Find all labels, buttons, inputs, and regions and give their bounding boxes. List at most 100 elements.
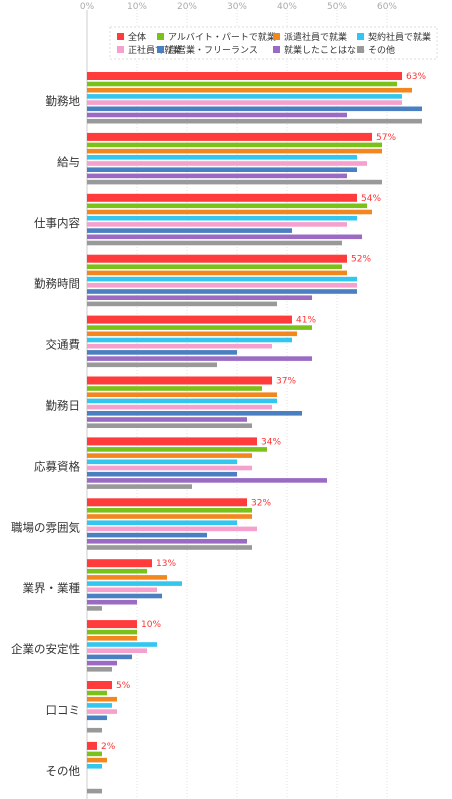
value-label: 2%: [101, 742, 116, 752]
bar: [87, 581, 182, 586]
bar: [87, 606, 102, 611]
bar: [87, 289, 357, 294]
bar: [87, 240, 342, 246]
legend-swatch: [357, 33, 364, 40]
x-tick-label: 50%: [327, 2, 347, 12]
bar: [87, 276, 357, 282]
bar: [87, 539, 247, 544]
bar: [87, 520, 237, 525]
bar: [87, 72, 402, 80]
bar: [87, 376, 272, 385]
legend-swatch: [357, 46, 364, 53]
bar: [87, 459, 237, 465]
bar: [87, 575, 167, 580]
legend-entry: 契約社員で就業: [368, 31, 431, 43]
bar: [87, 343, 272, 349]
gridlines: [86, 10, 388, 799]
bar: [87, 87, 412, 93]
value-label: 5%: [116, 681, 131, 691]
bar: [87, 508, 252, 513]
legend-entry: 就業したことはない: [284, 44, 365, 56]
category-label: 勤務地: [46, 94, 81, 108]
bar: [87, 715, 107, 721]
bar: [87, 423, 252, 428]
bar: [87, 642, 157, 647]
bar: [87, 404, 272, 410]
bar: [87, 161, 367, 166]
bar: [87, 148, 382, 154]
bar: [87, 254, 347, 263]
value-label: 52%: [351, 255, 371, 265]
bar: [87, 526, 257, 532]
bar: [87, 471, 237, 477]
bar: [87, 112, 347, 118]
bar: [87, 696, 117, 702]
bar: [87, 325, 312, 330]
legend-entry: 正社員で就業: [128, 44, 182, 56]
bar: [87, 667, 112, 672]
bar: [87, 173, 347, 179]
bar: [87, 392, 277, 397]
bar: [87, 167, 357, 172]
bar: [87, 636, 137, 641]
bar: [87, 741, 97, 750]
bar: [87, 514, 252, 519]
legend-entry: 全体: [128, 31, 146, 43]
bar: [87, 681, 112, 689]
bar: [87, 193, 357, 202]
bar: [87, 301, 277, 307]
bar: [87, 142, 382, 148]
bar: [87, 587, 157, 593]
bar: [87, 155, 357, 160]
legend-swatch: [273, 33, 280, 40]
legend: 全体 アルバイト・パートで就業 派遣社員で就業 契約社員で就業正社員で就業自営業・フリ…: [109, 26, 438, 60]
bar: [87, 315, 292, 324]
bar: [87, 203, 367, 209]
category-labels: 勤務地給与仕事内容勤務時間交通費勤務日応募資格職場の雰囲気業界・業種企業の安定性…: [11, 94, 80, 778]
bar: [87, 599, 137, 605]
category-label: 応募資格: [34, 459, 80, 473]
value-label: 37%: [276, 377, 296, 387]
bar: [87, 709, 117, 714]
bar: [87, 465, 252, 471]
legend-swatch: [117, 46, 124, 53]
legend-entry: 自営業・フリーランス: [168, 44, 258, 56]
category-label: 勤務時間: [34, 277, 80, 291]
value-label: 10%: [141, 620, 161, 630]
bars: [87, 72, 422, 794]
value-label: 13%: [156, 559, 176, 569]
bar: [87, 132, 372, 141]
bar: [87, 118, 422, 124]
category-label: 勤務日: [46, 399, 81, 413]
legend-entry: その他: [368, 44, 395, 56]
bar: [87, 81, 397, 87]
bar: [87, 411, 302, 416]
category-label: 職場の雰囲気: [11, 520, 80, 534]
bar: [87, 234, 362, 240]
category-label: 業界・業種: [23, 581, 81, 595]
bar: [87, 295, 312, 300]
bar: [87, 350, 237, 355]
bar: [87, 764, 102, 769]
value-label: 54%: [361, 194, 381, 204]
value-label: 57%: [376, 133, 396, 143]
value-label: 41%: [296, 316, 316, 326]
bar: [87, 209, 372, 215]
bar: [87, 568, 147, 574]
category-label: 口コミ: [46, 703, 81, 717]
bar: [87, 100, 402, 105]
bar: [87, 417, 247, 422]
category-label: 企業の安定性: [11, 642, 80, 656]
bar: [87, 356, 312, 361]
bar: [87, 228, 292, 233]
legend-entry: 派遣社員で就業: [284, 31, 347, 43]
legend-swatch: [157, 33, 164, 40]
bar: [87, 545, 252, 550]
value-label: 34%: [261, 437, 281, 447]
value-label: 32%: [251, 498, 271, 508]
bar: [87, 703, 112, 708]
bar: [87, 620, 137, 629]
legend-box: [109, 26, 438, 60]
bar: [87, 478, 327, 483]
value-labels: 63% 57% 54% 52% 41% 37% 34% 32% 13% 10% 5% 2%: [101, 72, 426, 752]
